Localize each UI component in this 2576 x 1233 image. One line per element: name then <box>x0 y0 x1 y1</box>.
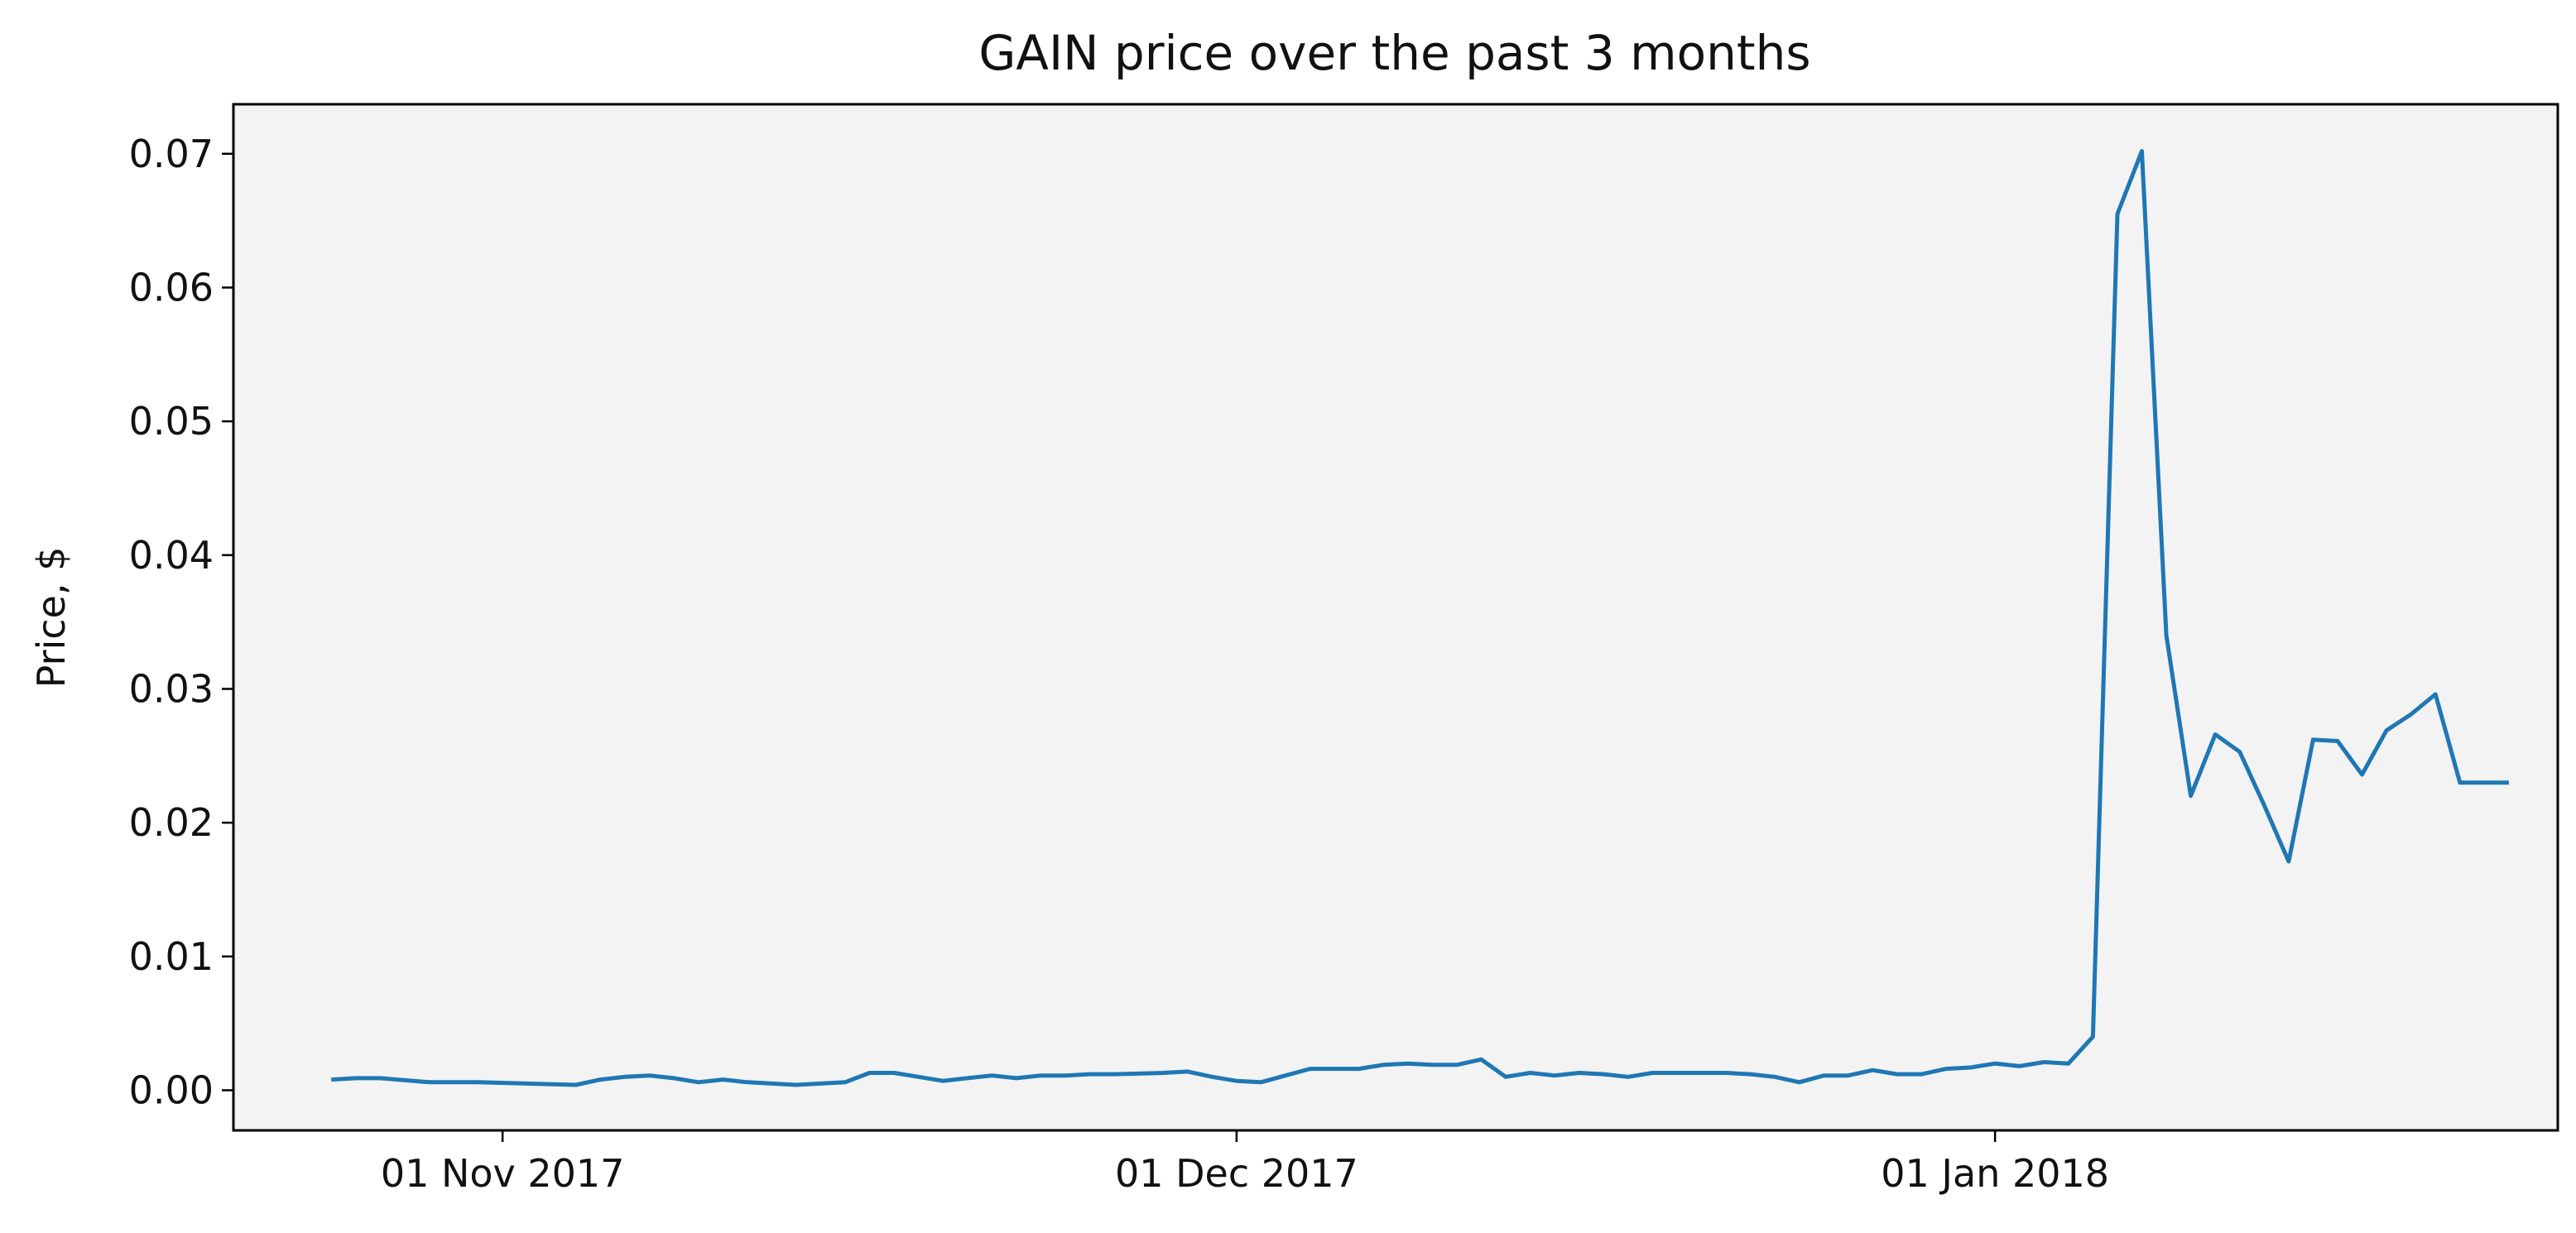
chart-title: GAIN price over the past 3 months <box>978 25 1810 81</box>
y-tick-label: 0.03 <box>129 666 214 711</box>
y-tick-label: 0.07 <box>129 132 214 176</box>
y-tick-label: 0.04 <box>129 533 214 578</box>
x-axis: 01 Nov 2017 01 Dec 2017 01 Jan 2018 <box>381 1130 2109 1196</box>
y-tick-label: 0.06 <box>129 265 214 309</box>
series-line-0 <box>331 149 2509 1087</box>
y-tick-label: 0.02 <box>129 800 214 845</box>
y-axis: 0.00 0.01 0.02 0.03 0.04 0.05 0.06 0.07 <box>129 132 233 1112</box>
series-layer <box>331 149 2509 1087</box>
plot-frame <box>232 103 2559 1132</box>
y-tick-label: 0.01 <box>129 934 214 979</box>
x-tick-label: 01 Nov 2017 <box>381 1151 625 1196</box>
plot-area <box>233 104 2558 1130</box>
y-tick-label: 0.00 <box>129 1067 214 1112</box>
x-tick-label: 01 Dec 2017 <box>1115 1151 1358 1196</box>
x-tick-label: 01 Jan 2018 <box>1881 1151 2109 1196</box>
y-tick-label: 0.05 <box>129 399 214 444</box>
y-axis-label: Price, $ <box>29 547 74 688</box>
